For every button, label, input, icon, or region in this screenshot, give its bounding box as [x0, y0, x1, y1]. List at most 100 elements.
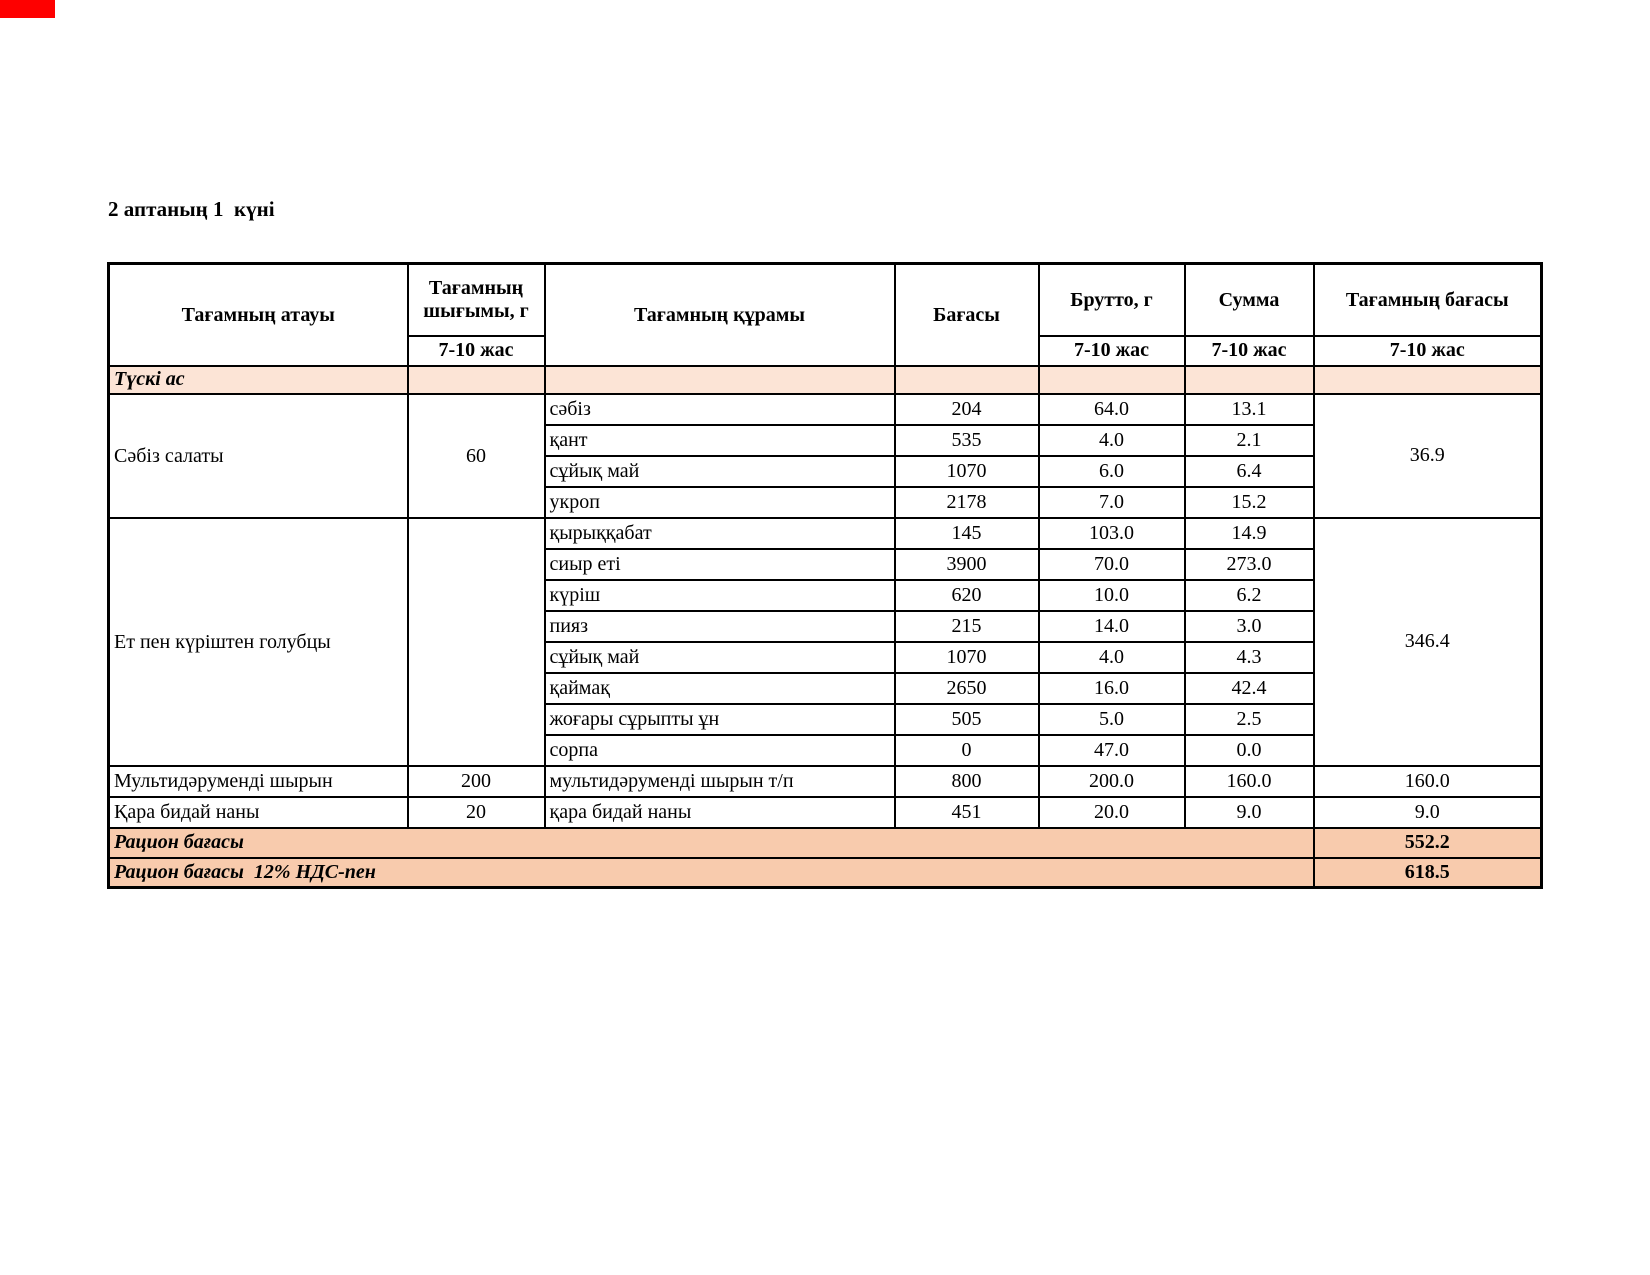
ingredient-sum-cell: 0.0 — [1183, 733, 1315, 767]
red-corner-marker — [0, 0, 55, 18]
section-empty-cell — [893, 364, 1040, 395]
ingredient-sum-cell: 2.5 — [1183, 702, 1315, 736]
ingredient-brutto-cell: 20.0 — [1037, 795, 1186, 829]
section-empty-cell — [1312, 364, 1543, 395]
dish-row: Мультидәруменді шырын 200 мультидәруменд… — [107, 764, 1543, 798]
ingredient-name-cell: сәбіз — [543, 392, 896, 426]
ingredient-price-cell: 1070 — [893, 640, 1040, 674]
header-dish-composition: Тағамның құрамы — [543, 262, 896, 367]
ingredient-row: сиыр еті 3900 70.0 273.0 — [109, 547, 1542, 581]
ingredient-sum-cell: 3.0 — [1183, 609, 1315, 643]
ingredient-row: жоғары сұрыпты ұн 505 5.0 2.5 — [109, 702, 1542, 736]
ingredient-row: қаймақ 2650 16.0 42.4 — [109, 671, 1542, 705]
dish-output-cell — [406, 516, 546, 767]
ingredient-brutto-cell: 64.0 — [1037, 392, 1186, 426]
ingredient-brutto-cell: 4.0 — [1037, 423, 1186, 457]
ingredient-price-cell: 145 — [893, 516, 1040, 550]
ingredient-brutto-cell: 10.0 — [1037, 578, 1186, 612]
ingredient-sum-cell: 6.4 — [1183, 454, 1315, 488]
ingredient-price-cell: 215 — [893, 609, 1040, 643]
dish-name-cell: Мультидәруменді шырын — [107, 764, 409, 798]
ingredient-price-cell: 2650 — [893, 671, 1040, 705]
ingredient-name-cell: қаймақ — [543, 671, 896, 705]
ingredient-sum-cell: 4.3 — [1183, 640, 1315, 674]
ingredient-name-cell: қырыққабат — [543, 516, 896, 550]
ingredient-name-cell: сорпа — [543, 733, 896, 767]
ingredient-sum-cell: 273.0 — [1183, 547, 1315, 581]
dish-name-cell: Сәбіз салаты — [107, 392, 409, 519]
section-row: Түскі ас — [107, 364, 1543, 395]
ingredient-price-cell: 800 — [893, 764, 1040, 798]
ingredient-name-cell: күріш — [543, 578, 896, 612]
ingredient-price-cell: 451 — [893, 795, 1040, 829]
total-label-cell: Рацион бағасы 12% НДС-пен — [107, 856, 1315, 889]
total-label-cell: Рацион бағасы — [107, 826, 1315, 859]
total-row: Рацион бағасы 552.2 — [107, 826, 1543, 859]
ingredient-name-cell: сұйық май — [543, 640, 896, 674]
section-empty-cell — [1183, 364, 1315, 395]
ingredient-price-cell: 2178 — [893, 485, 1040, 519]
ingredient-sum-cell: 9.0 — [1183, 795, 1315, 829]
ingredient-sum-cell: 160.0 — [1183, 764, 1315, 798]
ingredient-price-cell: 535 — [893, 423, 1040, 457]
section-empty-cell — [1037, 364, 1186, 395]
dish-row: Қара бидай наны 20 қара бидай наны 451 2… — [107, 795, 1543, 829]
dish-name-cell: Қара бидай наны — [107, 795, 409, 829]
dish-output-cell: 60 — [406, 392, 546, 519]
header-row-1: Тағамның атауы Тағамның шығымы, г Тағамн… — [107, 262, 1543, 367]
ingredient-price-cell: 3900 — [893, 547, 1040, 581]
header-price: Бағасы — [893, 262, 1040, 367]
ingredient-brutto-cell: 14.0 — [1037, 609, 1186, 643]
ingredient-brutto-cell: 103.0 — [1037, 516, 1186, 550]
ingredient-row: пияз 215 14.0 3.0 — [109, 609, 1542, 643]
ingredient-brutto-cell: 5.0 — [1037, 702, 1186, 736]
total-row: Рацион бағасы 12% НДС-пен 618.5 — [107, 856, 1543, 889]
dish-price-cell: 346.4 — [1312, 516, 1543, 767]
dish-price-cell: 160.0 — [1312, 764, 1543, 798]
header-dish-name: Тағамның атауы — [107, 262, 409, 367]
header-row-2: 7-10 жас 7-10 жас 7-10 жас 7-10 жас — [109, 334, 1543, 367]
header-sum: Сумма — [1183, 262, 1315, 337]
ingredient-name-cell: пияз — [543, 609, 896, 643]
ingredient-row: сұйық май 1070 4.0 4.3 — [109, 640, 1542, 674]
header-dish-price: Тағамның бағасы — [1312, 262, 1543, 337]
header-age-dish-price: 7-10 жас — [1312, 334, 1543, 367]
section-empty-cell — [543, 364, 896, 395]
ingredient-row: күріш 620 10.0 6.2 — [109, 578, 1542, 612]
dish-row: Ет пен күріштен голубцы қырыққабат 145 1… — [107, 516, 1543, 767]
ingredient-sum-cell: 2.1 — [1183, 423, 1315, 457]
ingredient-brutto-cell: 200.0 — [1037, 764, 1186, 798]
section-label-cell: Түскі ас — [107, 364, 409, 395]
header-dish-output: Тағамның шығымы, г — [406, 262, 546, 337]
ingredient-brutto-cell: 7.0 — [1037, 485, 1186, 519]
ingredient-price-cell: 204 — [893, 392, 1040, 426]
ingredient-name-cell: қара бидай наны — [543, 795, 896, 829]
ingredient-brutto-cell: 4.0 — [1037, 640, 1186, 674]
ingredient-name-cell: мультидәруменді шырын т/п — [543, 764, 896, 798]
ingredient-brutto-cell: 70.0 — [1037, 547, 1186, 581]
ingredient-price-cell: 0 — [893, 733, 1040, 767]
ingredient-brutto-cell: 6.0 — [1037, 454, 1186, 488]
ingredient-sum-cell: 13.1 — [1183, 392, 1315, 426]
ingredient-row: сұйық май 1070 6.0 6.4 — [109, 454, 1542, 488]
ingredient-brutto-cell: 47.0 — [1037, 733, 1186, 767]
ingredient-sum-cell: 14.9 — [1183, 516, 1315, 550]
section-empty-cell — [406, 364, 546, 395]
ingredient-price-cell: 1070 — [893, 454, 1040, 488]
ingredient-brutto-cell: 16.0 — [1037, 671, 1186, 705]
total-value-cell: 552.2 — [1312, 826, 1543, 859]
dish-name-cell: Ет пен күріштен голубцы — [107, 516, 409, 767]
header-age-output: 7-10 жас — [406, 334, 546, 367]
ingredient-sum-cell: 42.4 — [1183, 671, 1315, 705]
dish-row: Сәбіз салаты 60 сәбіз 204 64.0 13.1 36.9 — [107, 392, 1543, 519]
header-age-sum: 7-10 жас — [1183, 334, 1315, 367]
ingredient-price-cell: 620 — [893, 578, 1040, 612]
ingredient-name-cell: қант — [543, 423, 896, 457]
page-title: 2 аптаның 1 күні — [108, 197, 275, 221]
ingredient-row: қант 535 4.0 2.1 — [109, 423, 1542, 457]
dish-price-cell: 9.0 — [1312, 795, 1543, 829]
header-age-brutto: 7-10 жас — [1037, 334, 1186, 367]
ingredient-sum-cell: 15.2 — [1183, 485, 1315, 519]
ingredient-name-cell: сиыр еті — [543, 547, 896, 581]
